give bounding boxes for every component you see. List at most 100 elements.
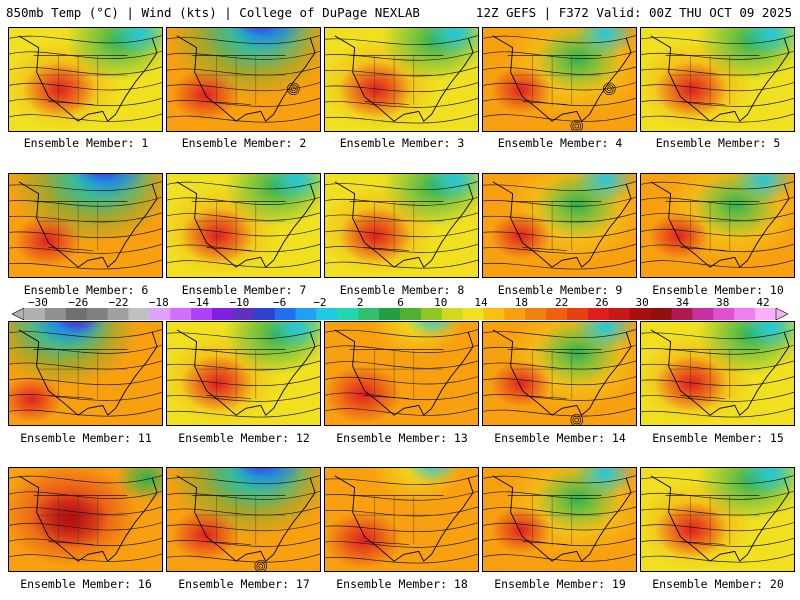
- temperature-anomaly: [740, 28, 794, 57]
- colorbar-tick-label: −10: [229, 296, 250, 309]
- height-contour: [325, 407, 478, 416]
- low-pressure-marker: [574, 123, 580, 129]
- ensemble-member-label: Ensemble Member: 16: [20, 577, 152, 591]
- colorbar-swatch: [671, 308, 693, 320]
- height-contour: [325, 196, 478, 206]
- ensemble-member-label: Ensemble Member: 19: [494, 577, 626, 591]
- ensemble-member-label: Ensemble Member: 9: [497, 283, 623, 297]
- temperature-anomaly: [405, 468, 459, 485]
- coastline: [334, 181, 474, 268]
- temperature-anomaly: [574, 28, 636, 57]
- height-contour: [325, 82, 478, 93]
- height-contour: [483, 522, 636, 531]
- temperature-anomaly: [424, 28, 478, 57]
- ensemble-member-label: Ensemble Member: 1: [23, 136, 149, 150]
- coastline: [18, 181, 158, 268]
- height-contour: [325, 50, 478, 61]
- height-contour: [9, 328, 162, 338]
- height-contour: [9, 407, 162, 417]
- colorbar-tick-label: 42: [756, 296, 770, 309]
- temperature-anomaly: [338, 61, 413, 119]
- country-border: [507, 495, 602, 545]
- colorbar-swatch: [400, 308, 422, 320]
- colorbar-swatch: [170, 308, 192, 320]
- colorbar-swatch: [441, 308, 464, 320]
- height-contour: [641, 537, 794, 547]
- ensemble-member-label: Ensemble Member: 13: [336, 431, 468, 445]
- country-border: [349, 201, 444, 251]
- height-contour: [9, 228, 162, 239]
- ensemble-member-map: [640, 173, 795, 278]
- colorbar-swatch: [65, 308, 88, 320]
- coastline: [492, 475, 632, 562]
- low-pressure-marker: [254, 559, 268, 571]
- height-contour: [483, 344, 636, 354]
- colorbar-swatch: [295, 308, 317, 320]
- colorbar-swatch: [483, 308, 505, 320]
- height-contour: [167, 474, 320, 484]
- height-contour: [641, 50, 794, 60]
- height-contour: [9, 344, 162, 354]
- country-border: [349, 495, 444, 545]
- colorbar-min-arrow: [12, 308, 25, 320]
- low-pressure-marker: [574, 417, 580, 423]
- temperature-colorbar: [12, 308, 788, 320]
- height-contour: [325, 113, 478, 124]
- height-contour: [483, 391, 636, 401]
- height-contour: [641, 228, 794, 237]
- height-contour: [325, 259, 478, 269]
- colorbar-swatch: [755, 308, 777, 320]
- colorbar-tick-label: −18: [148, 296, 169, 309]
- height-contour: [483, 243, 636, 254]
- height-contour: [483, 181, 636, 191]
- ensemble-member-label: Ensemble Member: 2: [181, 136, 307, 150]
- temperature-anomaly: [238, 468, 280, 477]
- height-contour: [167, 522, 320, 532]
- height-contour: [641, 34, 794, 44]
- low-pressure-marker: [572, 121, 582, 131]
- temperature-anomaly: [648, 212, 710, 260]
- map-title: 850mb Temp (°C) | Wind (kts) | College o…: [6, 5, 420, 20]
- height-contour: [483, 196, 636, 207]
- height-contour: [9, 553, 162, 562]
- coastline: [176, 475, 316, 562]
- height-contour: [641, 329, 794, 339]
- height-contour: [483, 553, 636, 562]
- coastline: [176, 329, 316, 416]
- height-contour: [325, 537, 478, 548]
- ensemble-member-map: [8, 27, 163, 132]
- coastline: [650, 329, 790, 416]
- height-contour: [9, 259, 162, 270]
- height-contour: [325, 228, 478, 238]
- ensemble-member-label: Ensemble Member: 11: [20, 431, 152, 445]
- temperature-anomaly: [180, 207, 255, 265]
- height-contour: [167, 329, 320, 339]
- height-contour: [641, 506, 794, 516]
- temperature-anomaly: [490, 212, 552, 260]
- low-pressure-marker: [603, 82, 616, 96]
- height-contour: [483, 407, 636, 417]
- height-contour: [325, 553, 478, 564]
- colorbar-tick-label: −6: [273, 296, 287, 309]
- temperature-anomaly: [9, 375, 63, 423]
- height-contour: [641, 113, 794, 123]
- colorbar-swatch: [546, 308, 568, 320]
- height-contour: [167, 34, 320, 44]
- temperature-anomaly: [740, 322, 794, 351]
- height-contour: [167, 113, 320, 123]
- low-pressure-marker: [289, 84, 298, 94]
- colorbar-swatch: [128, 308, 150, 320]
- temperature-anomaly: [740, 468, 794, 497]
- temperature-anomaly: [31, 490, 109, 549]
- ensemble-member-label: Ensemble Member: 3: [339, 136, 465, 150]
- height-contour: [167, 553, 320, 563]
- colorbar-tick-label: −26: [68, 296, 89, 309]
- coastline: [334, 475, 474, 562]
- height-contour: [167, 490, 320, 500]
- colorbar-swatch: [212, 308, 234, 320]
- country-border: [191, 495, 286, 545]
- height-contour: [483, 82, 636, 91]
- height-contour: [641, 490, 794, 500]
- country-border: [349, 349, 444, 399]
- colorbar-swatch: [629, 308, 652, 320]
